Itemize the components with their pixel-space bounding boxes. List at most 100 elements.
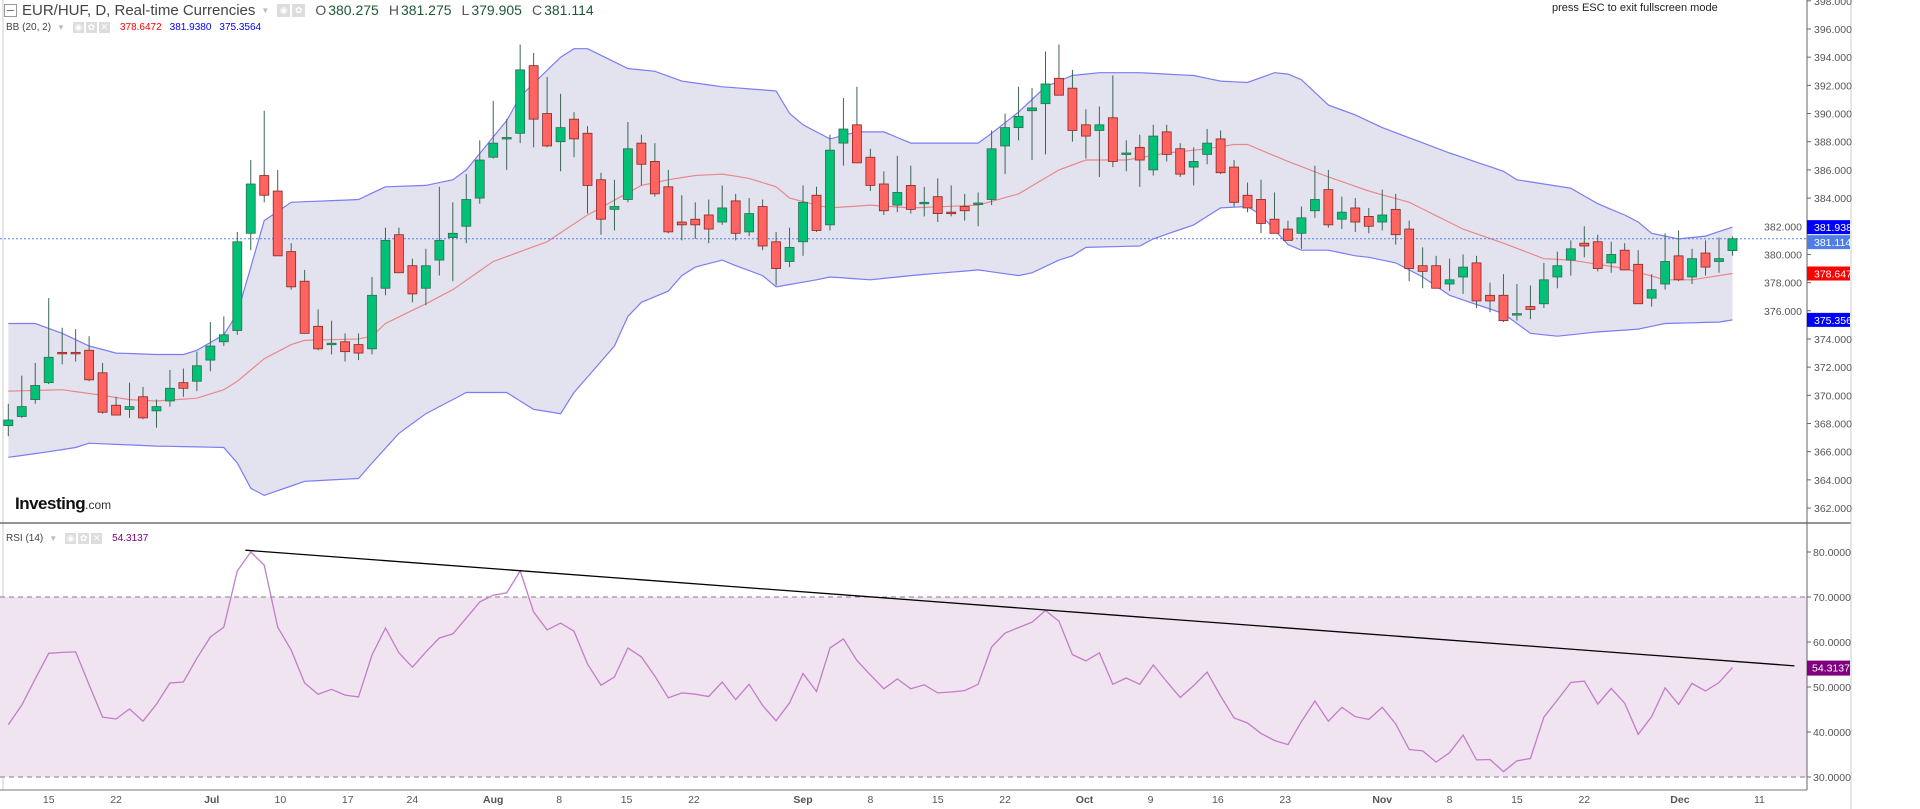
candle[interactable] xyxy=(1350,198,1361,232)
candle[interactable] xyxy=(407,258,418,303)
candle[interactable] xyxy=(1054,44,1064,96)
candle[interactable] xyxy=(919,186,930,217)
candle[interactable] xyxy=(1040,51,1051,155)
candle[interactable] xyxy=(1606,241,1617,273)
candle[interactable] xyxy=(932,178,943,223)
candle[interactable] xyxy=(124,382,135,418)
candle[interactable] xyxy=(690,202,701,239)
gear-icon[interactable]: ✿ xyxy=(292,3,306,17)
candle[interactable] xyxy=(178,368,189,397)
candle[interactable] xyxy=(1363,207,1374,234)
candle[interactable] xyxy=(609,179,620,231)
candle[interactable] xyxy=(1538,262,1549,308)
candle[interactable] xyxy=(84,336,95,382)
candle[interactable] xyxy=(97,362,108,414)
candle[interactable] xyxy=(259,110,270,203)
candle[interactable] xyxy=(1700,240,1711,276)
candle[interactable] xyxy=(420,248,431,306)
candle[interactable] xyxy=(1471,255,1482,308)
candle[interactable] xyxy=(70,329,81,362)
candle[interactable] xyxy=(1175,143,1186,177)
candle[interactable] xyxy=(286,243,297,290)
candle[interactable] xyxy=(905,165,916,214)
candle[interactable] xyxy=(205,322,216,372)
candle[interactable] xyxy=(757,199,768,251)
candle[interactable] xyxy=(165,369,175,407)
candle[interactable] xyxy=(1161,124,1172,162)
gear-icon[interactable]: ✿ xyxy=(85,21,97,33)
candle[interactable] xyxy=(892,155,903,213)
candle[interactable] xyxy=(1309,165,1320,218)
close-icon[interactable]: ✕ xyxy=(91,532,103,544)
candle[interactable] xyxy=(1673,230,1684,282)
candle[interactable] xyxy=(1619,243,1630,271)
candle[interactable] xyxy=(515,44,526,144)
candle[interactable] xyxy=(191,351,202,392)
close-icon[interactable]: ✕ xyxy=(98,21,110,33)
candle[interactable] xyxy=(272,169,283,257)
candle[interactable] xyxy=(1458,254,1468,294)
visibility-icon[interactable]: ◉ xyxy=(277,3,291,17)
candle[interactable] xyxy=(663,169,674,234)
candle[interactable] xyxy=(1242,182,1253,213)
candle[interactable] xyxy=(1377,189,1388,231)
candle[interactable] xyxy=(623,121,633,203)
candle[interactable] xyxy=(1229,160,1239,207)
candle[interactable] xyxy=(1431,255,1442,289)
candle[interactable] xyxy=(151,399,162,428)
candle[interactable] xyxy=(3,403,14,437)
candle[interactable] xyxy=(340,333,350,362)
candle[interactable] xyxy=(57,327,68,365)
collapse-icon[interactable] xyxy=(4,3,17,17)
candle[interactable] xyxy=(380,227,391,296)
candle[interactable] xyxy=(488,100,499,159)
candle[interactable] xyxy=(528,52,539,148)
candle[interactable] xyxy=(1498,274,1509,323)
candle[interactable] xyxy=(138,386,148,420)
candle[interactable] xyxy=(838,98,849,166)
chevron-down-icon[interactable]: ▼ xyxy=(49,533,58,543)
candle[interactable] xyxy=(569,112,579,158)
candle[interactable] xyxy=(703,199,714,244)
candle[interactable] xyxy=(596,172,606,235)
candle[interactable] xyxy=(447,202,458,282)
candle[interactable] xyxy=(245,160,256,251)
candle[interactable] xyxy=(1269,192,1280,234)
candle[interactable] xyxy=(649,143,660,197)
candle[interactable] xyxy=(1512,284,1522,321)
candle[interactable] xyxy=(959,193,970,221)
candle[interactable] xyxy=(232,231,243,335)
candle[interactable] xyxy=(299,269,310,334)
candle[interactable] xyxy=(1525,285,1536,320)
candle[interactable] xyxy=(1013,86,1024,141)
candle[interactable] xyxy=(1444,258,1455,292)
bb-label[interactable]: BB (20, 2) xyxy=(6,21,52,33)
candle[interactable] xyxy=(367,276,377,355)
candle[interactable] xyxy=(986,130,997,206)
candle[interactable] xyxy=(1404,220,1415,282)
candle[interactable] xyxy=(1134,134,1145,187)
visibility-icon[interactable]: ◉ xyxy=(72,21,84,33)
candle[interactable] xyxy=(1646,274,1657,307)
candle[interactable] xyxy=(1000,113,1010,175)
candle[interactable] xyxy=(326,320,337,355)
candle[interactable] xyxy=(1687,248,1697,285)
candle[interactable] xyxy=(1714,237,1724,273)
rsi-trendline[interactable] xyxy=(245,549,1795,667)
candle[interactable] xyxy=(1579,226,1590,258)
candle[interactable] xyxy=(474,140,485,204)
candle[interactable] xyxy=(811,186,822,232)
candle[interactable] xyxy=(1323,169,1334,228)
candle[interactable] xyxy=(1148,124,1159,176)
chevron-down-icon[interactable]: ▼ xyxy=(261,5,270,15)
candle[interactable] xyxy=(353,333,364,361)
candle[interactable] xyxy=(555,93,566,172)
candle[interactable] xyxy=(1336,196,1347,230)
candle[interactable] xyxy=(1390,193,1401,245)
candle[interactable] xyxy=(1188,147,1199,186)
candle[interactable] xyxy=(1727,236,1738,256)
candle[interactable] xyxy=(878,171,889,215)
candle[interactable] xyxy=(1215,130,1226,175)
candle[interactable] xyxy=(1202,129,1213,165)
